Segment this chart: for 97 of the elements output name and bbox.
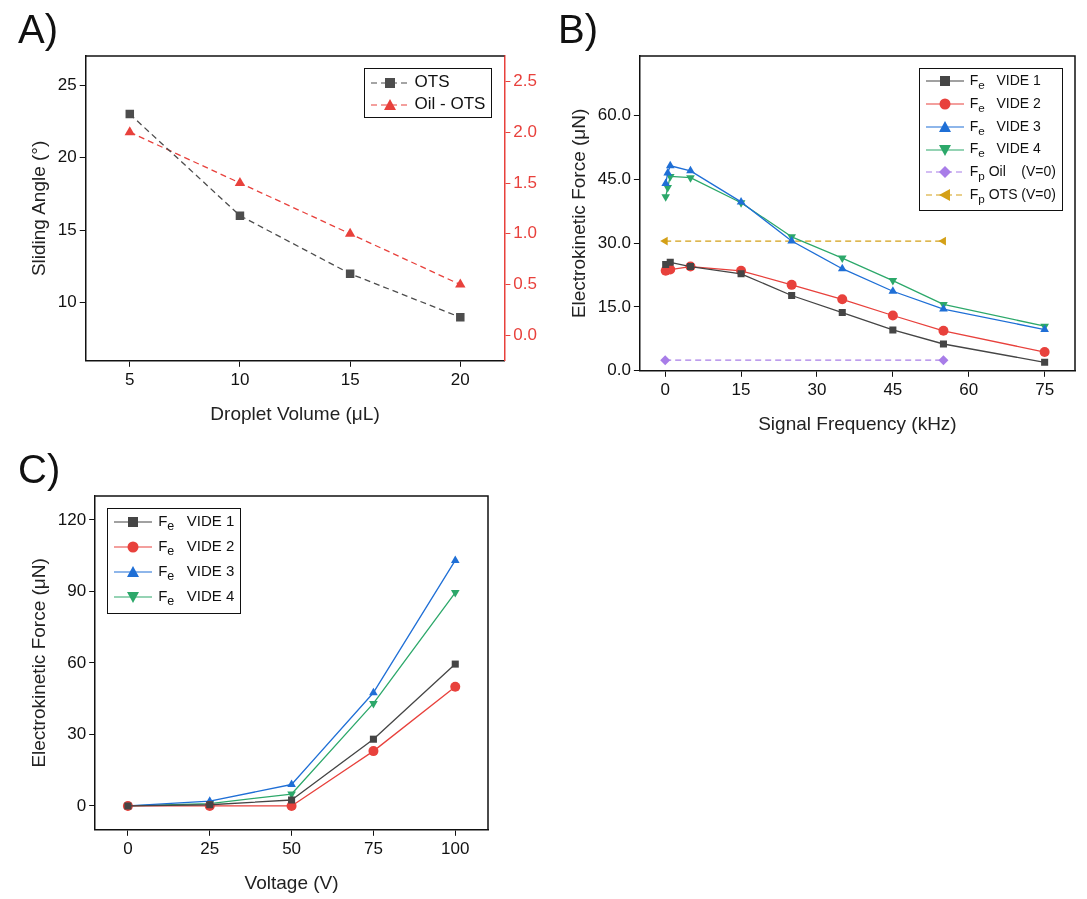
point [455, 278, 466, 288]
legend-label: F$_{p}$ Oil (V=0) [969, 163, 1056, 182]
point [888, 278, 898, 286]
chart-title: B) [558, 7, 598, 52]
x-tick-label: 75 [1035, 379, 1055, 399]
point [661, 178, 671, 187]
y-tick-label: 25 [57, 74, 77, 94]
point [686, 165, 695, 174]
x-tick-label: 15 [340, 369, 360, 389]
point [369, 687, 378, 696]
point [786, 279, 797, 290]
point [666, 258, 674, 266]
x-tick-label: 25 [200, 838, 220, 858]
y2-tick-label: 0.5 [513, 274, 538, 294]
x-tick-label: 0 [123, 838, 133, 858]
y-tick-label: 15.0 [597, 296, 631, 316]
point [456, 313, 465, 322]
y2-tick-label: 1.5 [513, 172, 538, 192]
point [124, 126, 135, 136]
x-tick-label: 75 [363, 838, 383, 858]
legend-label: Oil - OTS [414, 94, 486, 113]
point [369, 700, 378, 709]
y-tick-label: 45.0 [597, 169, 631, 189]
point [938, 355, 949, 366]
point [450, 555, 460, 563]
y-tick-label: 10 [57, 292, 77, 312]
x-tick-label: 100 [441, 838, 470, 858]
y2-tick-label: 1.0 [513, 223, 538, 243]
y-tick-label: 0 [76, 795, 87, 815]
y-tick-label: 30 [67, 724, 87, 744]
point [450, 681, 461, 692]
point [665, 160, 675, 169]
y-tick-label: 120 [57, 509, 87, 529]
legend-label: F$_{e}$ VIDE 4 [158, 587, 235, 608]
point [686, 175, 695, 183]
x-tick-label: 30 [807, 379, 827, 399]
y-tick-label: 60 [67, 652, 87, 672]
point [661, 194, 671, 202]
x-tick-label: 45 [883, 379, 903, 399]
point [345, 269, 355, 278]
point [837, 263, 847, 272]
point [451, 660, 459, 668]
point [450, 590, 460, 598]
x-tick-label: 15 [731, 379, 751, 399]
point [838, 308, 846, 317]
point [344, 227, 356, 237]
y-tick-label: 0.0 [607, 360, 631, 380]
point [889, 326, 897, 334]
point [368, 746, 379, 757]
legend-label: F$_{e}$ VIDE 2 [969, 94, 1041, 114]
legend-label: F$_{e}$ VIDE 1 [969, 72, 1041, 91]
legend-label: F$_{e}$ VIDE 2 [158, 537, 235, 558]
y2-tick-label: 2.5 [513, 71, 538, 91]
point [888, 286, 898, 294]
point [938, 325, 949, 336]
legend-label: F$_{e}$ VIDE 3 [158, 562, 235, 583]
y-tick-label: 15 [57, 219, 77, 239]
x-tick-label: 0 [660, 379, 670, 399]
x-tick-label: 10 [230, 369, 250, 389]
x-tick-label: 5 [125, 369, 135, 389]
point [234, 177, 246, 186]
point [736, 196, 746, 205]
point [288, 796, 296, 804]
point [939, 340, 947, 348]
point [287, 779, 296, 787]
y-axis-title: Electrokinetic Force (μN) [27, 558, 49, 768]
y-tick-label: 60.0 [597, 105, 631, 125]
y2-tick-label: 0.0 [513, 325, 538, 345]
legend-label: OTS [414, 72, 450, 91]
point [887, 310, 898, 321]
point [1039, 347, 1050, 358]
x-axis-title: Droplet Volume (μL) [210, 402, 380, 424]
point [837, 294, 848, 305]
y-tick-label: 90 [67, 581, 87, 601]
chart-title: A) [18, 7, 58, 52]
y2-tick-label: 2.0 [513, 121, 538, 141]
chart-title: C) [18, 447, 61, 492]
x-tick-label: 20 [450, 369, 470, 389]
y-tick-label: 20 [57, 147, 77, 167]
x-tick-label: 50 [282, 838, 302, 858]
point [1041, 358, 1049, 366]
y-axis-title: Electrokinetic Force (μN) [567, 108, 589, 319]
point [369, 735, 377, 743]
point [837, 255, 847, 264]
x-axis-title: Voltage (V) [244, 871, 339, 893]
legend-label: F$_{e}$ VIDE 4 [969, 140, 1041, 160]
point [737, 270, 745, 278]
x-axis-title: Signal Frequency (kHz) [758, 412, 957, 434]
y-axis-title: Sliding Angle (°) [27, 140, 49, 277]
legend-label: F$_{e}$ VIDE 3 [969, 117, 1041, 137]
point [235, 211, 245, 220]
legend-label: F$_{p}$ OTS (V=0) [969, 185, 1056, 205]
point [788, 291, 796, 300]
y-tick-label: 30.0 [597, 232, 631, 252]
x-tick-label: 60 [959, 379, 979, 399]
legend-label: F$_{e}$ VIDE 1 [158, 512, 235, 533]
point [660, 355, 671, 366]
